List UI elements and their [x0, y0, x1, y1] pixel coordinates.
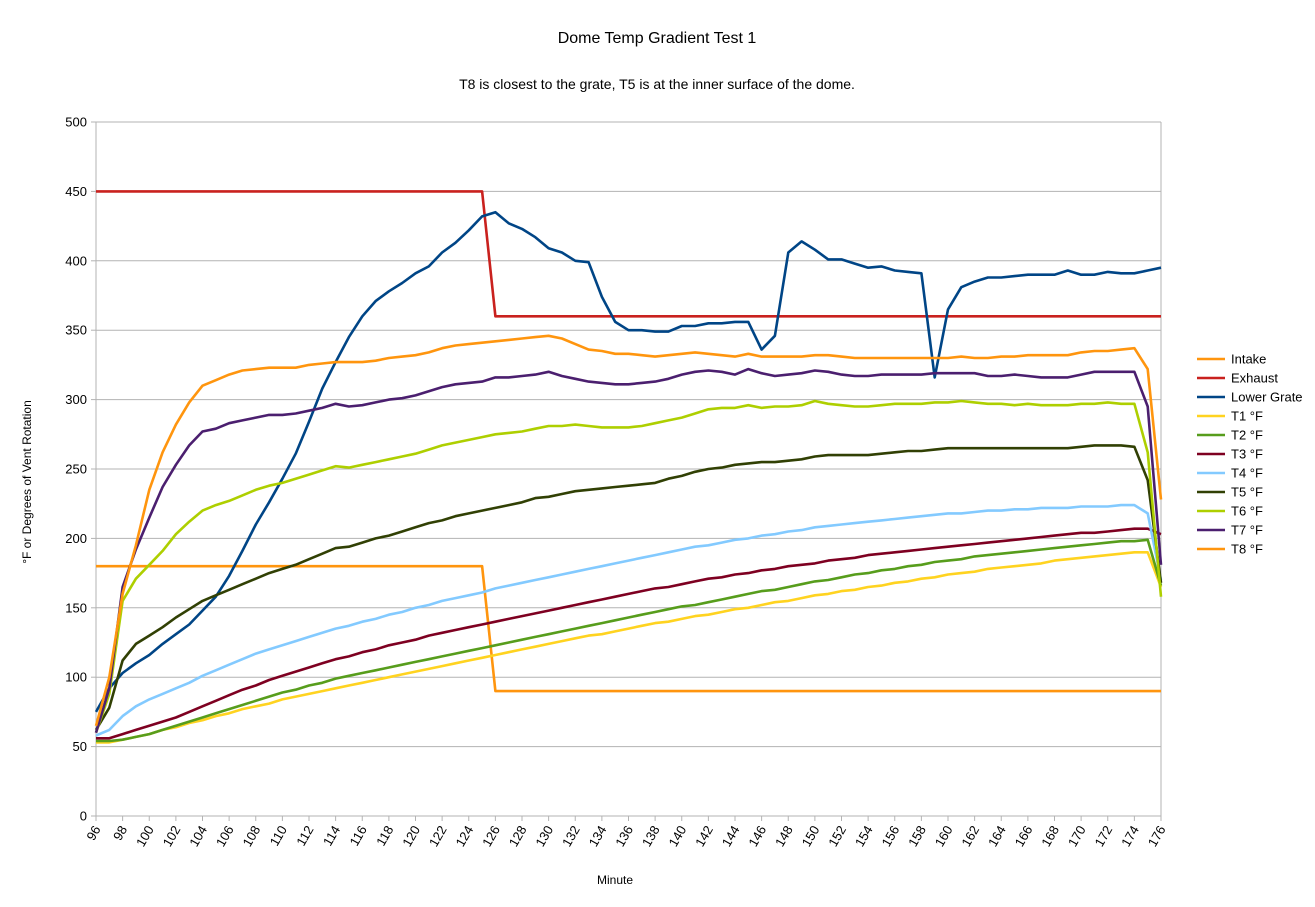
legend-entry: T7 °F	[1231, 523, 1263, 538]
series-line-exhaust	[96, 190, 1161, 318]
x-tick-label: 138	[639, 823, 663, 849]
x-tick-label: 166	[1012, 823, 1036, 849]
x-tick-label: 96	[83, 823, 103, 843]
x-tick-label: 174	[1118, 823, 1142, 849]
x-tick-label: 132	[559, 823, 583, 849]
series-line-t7-f	[94, 367, 1163, 734]
x-tick-label: 128	[506, 823, 530, 849]
x-tick-label: 154	[852, 823, 876, 849]
x-tick-label: 108	[240, 823, 264, 849]
x-tick-label: 144	[719, 823, 743, 849]
x-tick-label: 142	[692, 823, 716, 849]
x-tick-label: 124	[453, 823, 477, 849]
series-line-t1-f	[96, 551, 1163, 744]
y-tick-label: 0	[80, 809, 87, 824]
chart-title: Dome Temp Gradient Test 1	[558, 30, 757, 47]
series-line-t4-f	[95, 503, 1163, 737]
x-tick-label: 162	[958, 823, 982, 849]
x-tick-label: 160	[932, 823, 956, 849]
x-tick-label: 118	[373, 823, 396, 848]
chart-subtitle: T8 is closest to the grate, T5 is at the…	[459, 76, 855, 92]
x-tick-label: 104	[186, 823, 210, 849]
y-tick-label: 450	[65, 184, 87, 199]
legend-entry: T1 °F	[1231, 409, 1263, 424]
y-tick-label: 50	[73, 739, 87, 754]
legend-entry: Lower Grate	[1231, 390, 1303, 405]
y-tick-label: 350	[65, 323, 87, 338]
legend-entry: T2 °F	[1231, 428, 1263, 443]
x-tick-label: 98	[110, 823, 130, 843]
x-tick-label: 164	[985, 823, 1009, 849]
y-tick-label: 300	[65, 392, 87, 407]
x-tick-label: 152	[825, 823, 849, 849]
legend: Intake Exhaust Lower Grate T1 °F T2 °F T3 °F T…	[1197, 352, 1303, 557]
x-tick-label: 150	[799, 823, 823, 849]
legend-entry: T8 °F	[1231, 542, 1263, 557]
y-tick-label: 250	[65, 462, 87, 477]
y-tick-label: 150	[65, 600, 87, 615]
legend-entry: T4 °F	[1231, 466, 1263, 481]
legend-entry: T5 °F	[1231, 485, 1263, 500]
x-tick-label: 110	[267, 823, 290, 848]
series-line-t8-f	[94, 334, 1163, 727]
x-tick-label: 120	[399, 823, 423, 849]
y-axis-ticks: 0 50 100 150 200 250 300 350 400 450 500	[65, 115, 96, 824]
x-tick-label: 130	[532, 823, 556, 849]
gridlines	[95, 121, 1162, 817]
series-line-t6-f	[94, 399, 1163, 734]
x-tick-label: 156	[879, 823, 903, 849]
x-tick-label: 140	[666, 823, 690, 849]
x-tick-label: 106	[213, 823, 237, 849]
x-tick-label: 134	[586, 823, 610, 849]
y-tick-label: 100	[65, 670, 87, 685]
x-tick-label: 168	[1038, 823, 1062, 849]
y-tick-label: 400	[65, 253, 87, 268]
x-tick-label: 146	[745, 823, 769, 849]
x-tick-label: 112	[293, 823, 316, 848]
series-lines	[94, 190, 1163, 744]
x-tick-label: 148	[772, 823, 796, 849]
series-line-t2-f	[96, 538, 1163, 743]
x-tick-label: 116	[346, 823, 369, 848]
y-tick-label: 500	[65, 115, 87, 130]
x-tick-label: 122	[426, 823, 450, 849]
x-tick-label: 136	[612, 823, 636, 849]
x-tick-label: 170	[1065, 823, 1089, 849]
x-axis-label: Minute	[597, 873, 633, 887]
legend-entry: Intake	[1231, 352, 1266, 367]
x-tick-label: 172	[1092, 823, 1116, 849]
y-axis-label: °F or Degrees of Vent Rotation	[20, 400, 34, 564]
x-tick-label: 114	[320, 823, 343, 848]
x-axis-ticks: 96 98 100 102 104 106 108 110 112 114 116 118 120 122…	[83, 816, 1169, 849]
legend-entry: T3 °F	[1231, 447, 1263, 462]
legend-entry: Exhaust	[1231, 371, 1278, 386]
series-line-t3-f	[96, 527, 1162, 740]
x-tick-label: 102	[160, 823, 184, 849]
y-tick-label: 200	[65, 531, 87, 546]
series-line-lower-grate	[94, 210, 1162, 713]
x-tick-label: 176	[1145, 823, 1169, 849]
series-line-t5-f	[94, 444, 1163, 731]
x-tick-label: 158	[905, 823, 929, 849]
x-tick-label: 126	[479, 823, 503, 849]
legend-entry: T6 °F	[1231, 504, 1263, 519]
x-tick-label: 100	[133, 823, 157, 849]
